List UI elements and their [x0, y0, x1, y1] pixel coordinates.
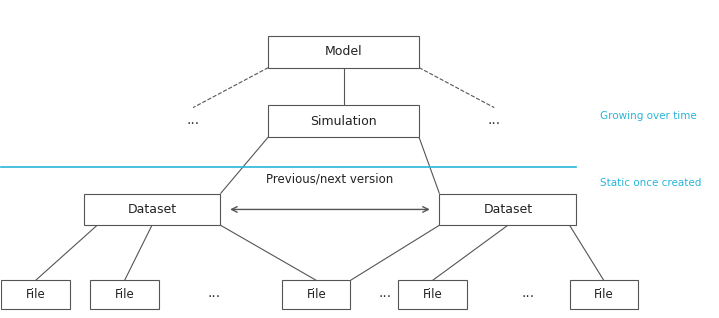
Text: File: File	[306, 288, 326, 301]
FancyBboxPatch shape	[91, 280, 159, 309]
Text: File: File	[423, 288, 442, 301]
Text: Model: Model	[325, 45, 362, 58]
Text: Dataset: Dataset	[127, 203, 177, 216]
Text: ...: ...	[186, 113, 200, 127]
Text: Previous/next version: Previous/next version	[266, 173, 393, 186]
FancyBboxPatch shape	[398, 280, 467, 309]
Text: ...: ...	[487, 113, 501, 127]
FancyBboxPatch shape	[268, 36, 419, 68]
FancyBboxPatch shape	[282, 280, 350, 309]
Text: File: File	[594, 288, 613, 301]
Text: Dataset: Dataset	[483, 203, 533, 216]
Text: File: File	[115, 288, 134, 301]
Text: Growing over time: Growing over time	[600, 111, 697, 121]
Text: Static once created: Static once created	[600, 178, 702, 188]
FancyBboxPatch shape	[569, 280, 638, 309]
FancyBboxPatch shape	[1, 280, 70, 309]
Text: ...: ...	[522, 286, 535, 300]
FancyBboxPatch shape	[268, 105, 419, 137]
Text: ...: ...	[378, 286, 391, 300]
FancyBboxPatch shape	[83, 194, 221, 225]
Text: ...: ...	[207, 286, 220, 300]
Text: Simulation: Simulation	[311, 115, 377, 128]
Text: File: File	[26, 288, 45, 301]
FancyBboxPatch shape	[439, 194, 577, 225]
